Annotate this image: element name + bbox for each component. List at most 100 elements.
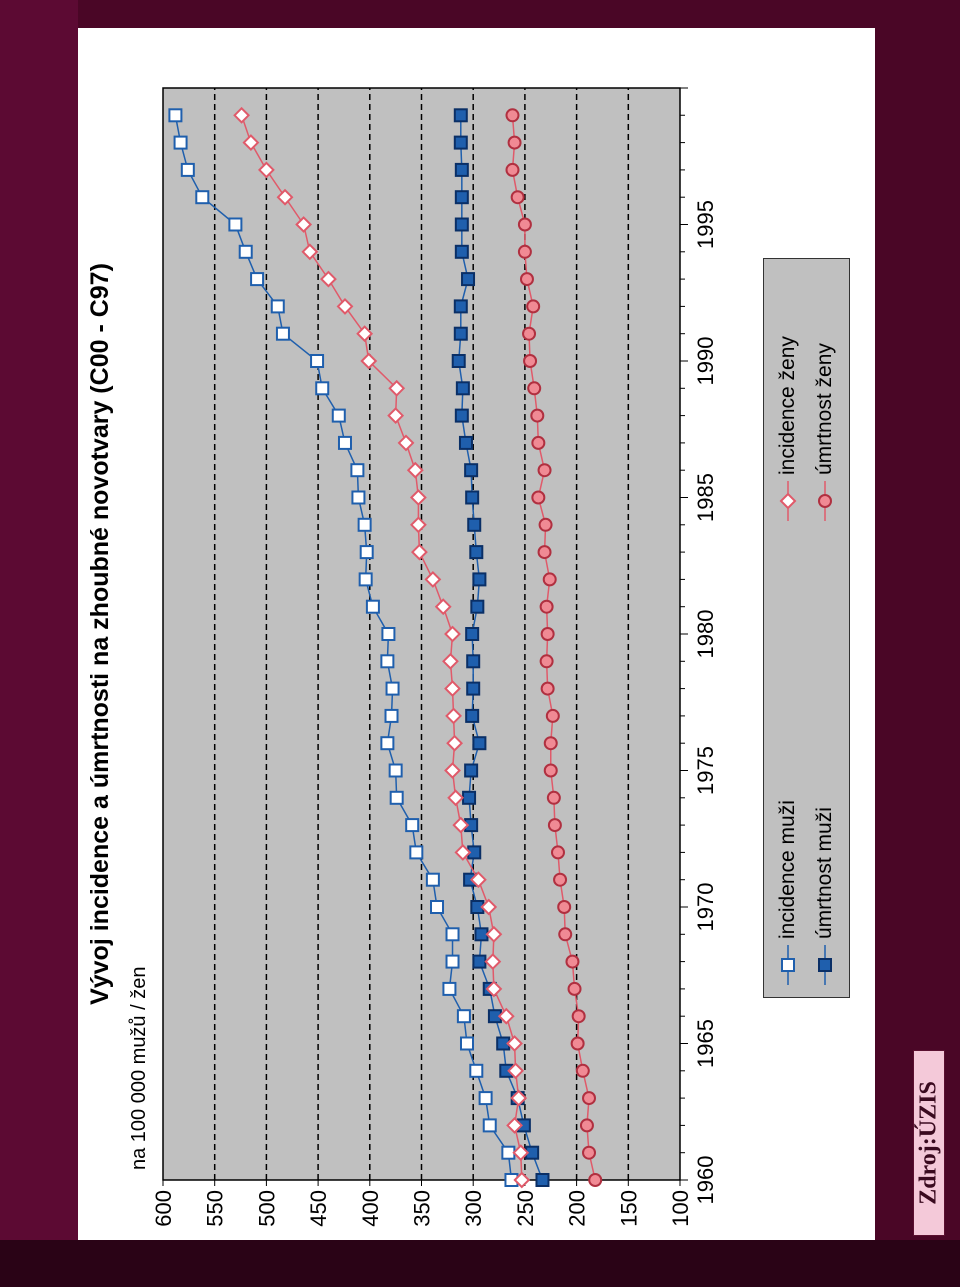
data-point (173, 135, 188, 150)
data-point (526, 299, 541, 314)
data-point (519, 272, 534, 287)
data-point (454, 843, 472, 861)
legend-marker-diamond-open-icon (779, 481, 797, 521)
data-point (350, 463, 365, 478)
data-point (540, 681, 555, 696)
x-tick-label: 1960 (693, 1156, 718, 1205)
data-point (424, 570, 442, 588)
legend-label: incidence muži (776, 800, 799, 939)
data-point (545, 708, 560, 723)
data-point (507, 1062, 525, 1080)
legend-marker-square-open-icon (781, 945, 795, 985)
data-point (466, 681, 481, 696)
data-point (469, 1063, 484, 1078)
data-point (336, 297, 354, 315)
data-point (389, 790, 404, 805)
data-point (461, 272, 476, 287)
data-point (358, 572, 373, 587)
data-point (331, 408, 346, 423)
rotated-chart-panel: Vývoj incidence a úmrtnosti na zhoubné n… (78, 28, 875, 1240)
data-point (445, 954, 460, 969)
data-point (510, 1089, 528, 1107)
source-label-box: Zdroj:ÚZIS (913, 1050, 945, 1236)
x-tick-label: 1975 (693, 746, 718, 795)
data-point (250, 272, 265, 287)
data-point (442, 652, 459, 670)
data-point (365, 599, 380, 614)
data-point (467, 517, 482, 532)
data-point (409, 489, 427, 506)
y-tick-label: 200 (565, 1190, 590, 1227)
data-point (456, 1009, 471, 1024)
data-point (242, 134, 260, 152)
data-point (454, 190, 469, 205)
data-point (276, 188, 294, 206)
data-point (357, 517, 372, 532)
data-point (565, 954, 580, 969)
data-point (567, 981, 582, 996)
x-tick-label: 1980 (693, 610, 718, 659)
data-point (446, 734, 464, 752)
data-point (465, 627, 480, 641)
y-tick-label: 400 (358, 1190, 383, 1227)
data-point (454, 162, 469, 177)
y-tick-label: 250 (513, 1190, 538, 1227)
data-point (444, 762, 461, 779)
data-point (388, 763, 403, 778)
y-tick-label: 450 (306, 1190, 331, 1227)
data-point (444, 625, 461, 643)
data-point (538, 517, 553, 532)
data-point (451, 354, 466, 368)
data-point (275, 326, 290, 341)
data-point (550, 845, 565, 860)
data-point (455, 381, 470, 396)
data-point (397, 434, 415, 452)
data-point (505, 108, 520, 123)
data-point (575, 1063, 590, 1078)
data-point (462, 790, 477, 805)
data-point (484, 953, 502, 971)
data-point (582, 1145, 597, 1160)
data-point (465, 490, 480, 505)
data-point (447, 789, 465, 807)
source-label: Zdroj:ÚZIS (915, 1081, 942, 1205)
data-point (406, 461, 424, 479)
data-point (531, 435, 546, 450)
series-line-1 (457, 115, 544, 1181)
data-point (530, 408, 545, 423)
data-point (570, 1036, 585, 1051)
data-point (506, 1116, 523, 1134)
data-point (425, 872, 440, 887)
legend-marker-square-filled-icon (818, 945, 832, 985)
data-point (517, 217, 532, 232)
data-point (539, 599, 554, 614)
data-point (546, 790, 561, 805)
data-point (458, 435, 473, 450)
slide-page: Vývoj incidence a úmrtnosti na zhoubné n… (78, 28, 945, 1240)
data-point (320, 270, 337, 288)
data-point (512, 1144, 530, 1162)
data-point (453, 326, 468, 341)
data-point (270, 299, 285, 314)
data-point (571, 1009, 586, 1024)
data-point (466, 654, 481, 669)
data-point (442, 981, 457, 996)
data-point (531, 490, 546, 505)
data-point (482, 1118, 497, 1133)
data-point (464, 763, 479, 778)
data-point (380, 736, 395, 751)
data-point (180, 162, 195, 177)
data-point (469, 871, 487, 889)
data-point (295, 216, 313, 233)
data-point (506, 1035, 523, 1052)
data-point (411, 543, 428, 561)
data-point (445, 927, 460, 942)
data-point (315, 381, 330, 396)
legend-item-incidence-zeny: incidence ženy (772, 336, 804, 521)
legend-label: úmrtnost ženy (813, 343, 836, 475)
data-point (540, 627, 555, 641)
data-point (513, 1171, 531, 1189)
data-point (517, 244, 532, 259)
y-tick-label: 300 (461, 1190, 486, 1227)
data-point (454, 217, 469, 232)
